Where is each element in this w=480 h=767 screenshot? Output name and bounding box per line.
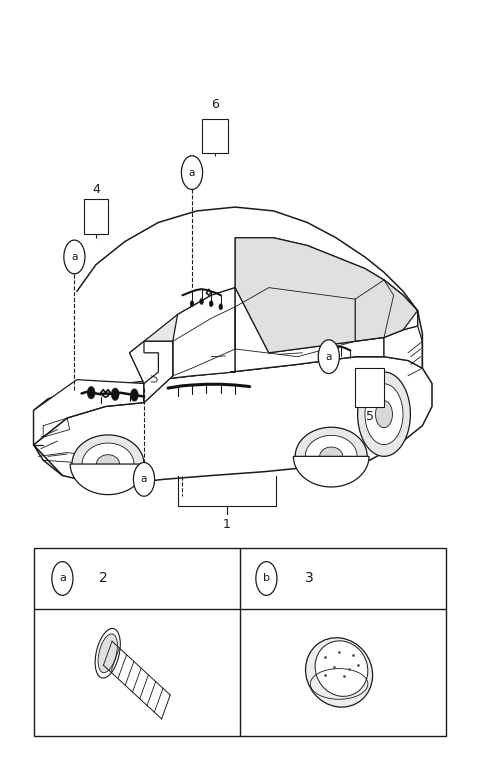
Text: a: a bbox=[141, 474, 147, 485]
Circle shape bbox=[87, 387, 95, 399]
Circle shape bbox=[318, 340, 339, 374]
Polygon shape bbox=[34, 380, 144, 445]
Circle shape bbox=[64, 240, 85, 274]
Polygon shape bbox=[144, 341, 173, 403]
Polygon shape bbox=[320, 447, 343, 466]
Polygon shape bbox=[158, 288, 235, 380]
Text: a: a bbox=[71, 252, 78, 262]
Polygon shape bbox=[384, 280, 418, 337]
Polygon shape bbox=[82, 443, 134, 485]
Circle shape bbox=[190, 301, 194, 307]
Text: 5: 5 bbox=[366, 410, 373, 423]
Polygon shape bbox=[375, 400, 393, 428]
Bar bbox=[202, 119, 228, 153]
Polygon shape bbox=[384, 326, 422, 368]
Circle shape bbox=[209, 301, 213, 307]
Circle shape bbox=[219, 304, 223, 310]
Polygon shape bbox=[230, 288, 384, 372]
Polygon shape bbox=[295, 427, 367, 486]
Circle shape bbox=[52, 561, 73, 595]
Text: a: a bbox=[189, 167, 195, 178]
Circle shape bbox=[181, 156, 203, 189]
Text: 1: 1 bbox=[223, 518, 231, 531]
Text: 2: 2 bbox=[99, 571, 108, 585]
Ellipse shape bbox=[315, 641, 368, 696]
Text: a: a bbox=[325, 351, 332, 362]
Text: b: b bbox=[263, 574, 270, 584]
Polygon shape bbox=[130, 288, 235, 403]
Polygon shape bbox=[365, 384, 403, 445]
Text: a: a bbox=[59, 574, 66, 584]
Polygon shape bbox=[72, 435, 144, 493]
Text: 6: 6 bbox=[211, 98, 219, 111]
Polygon shape bbox=[358, 372, 410, 456]
Polygon shape bbox=[130, 238, 418, 384]
Circle shape bbox=[200, 298, 204, 304]
Polygon shape bbox=[293, 456, 369, 487]
Bar bbox=[34, 548, 446, 736]
Text: 3: 3 bbox=[305, 571, 314, 585]
Polygon shape bbox=[235, 238, 418, 353]
Polygon shape bbox=[34, 357, 432, 483]
Circle shape bbox=[131, 389, 138, 401]
Circle shape bbox=[111, 388, 119, 400]
Polygon shape bbox=[305, 436, 357, 477]
Ellipse shape bbox=[98, 634, 118, 673]
Bar bbox=[84, 199, 108, 234]
Circle shape bbox=[256, 561, 277, 595]
Polygon shape bbox=[96, 455, 120, 473]
Ellipse shape bbox=[306, 637, 372, 707]
Text: 4: 4 bbox=[92, 183, 100, 196]
Bar bbox=[355, 368, 384, 407]
Circle shape bbox=[133, 463, 155, 496]
Polygon shape bbox=[70, 464, 146, 495]
